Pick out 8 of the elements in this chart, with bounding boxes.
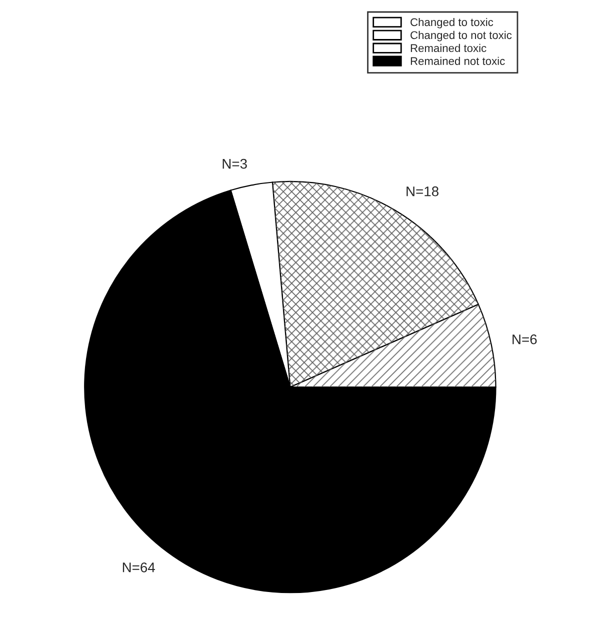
- legend-label: Remained not toxic: [410, 56, 505, 66]
- legend-label: Changed to toxic: [410, 18, 494, 28]
- legend-label: Remained toxic: [410, 44, 486, 52]
- legend-label: Changed to not toxic: [410, 30, 512, 42]
- data-label: N=3: [222, 158, 247, 169]
- data-label: N=6: [512, 334, 537, 344]
- data-label: N=18: [406, 186, 438, 196]
- data-label: N=64: [122, 562, 155, 572]
